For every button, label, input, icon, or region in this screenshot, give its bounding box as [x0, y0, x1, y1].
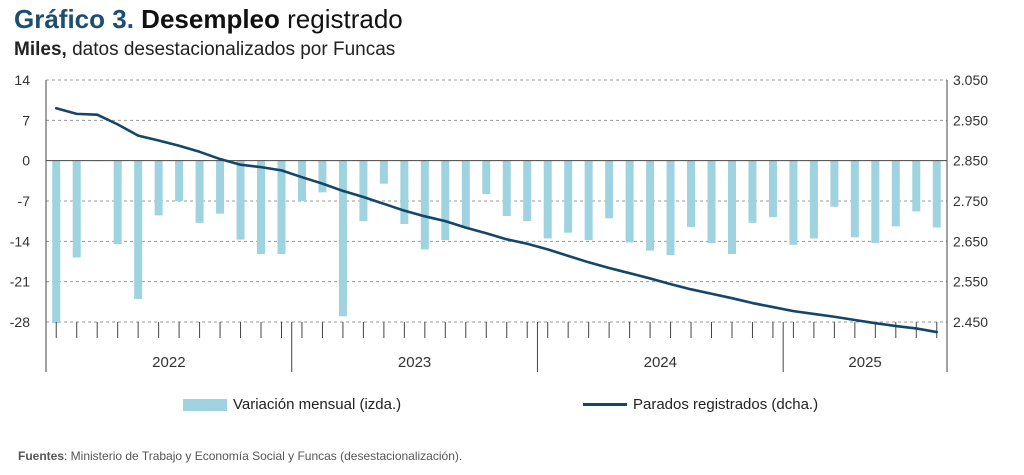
title-main: Desempleo [141, 4, 280, 34]
bar [666, 160, 675, 256]
left-tick-label: -21 [10, 274, 30, 290]
bar [297, 160, 306, 201]
line-series [54, 106, 939, 334]
bar [748, 160, 757, 223]
bar [52, 160, 61, 324]
right-tick-label: 2.950 [953, 112, 988, 128]
bar [707, 160, 716, 244]
bar [789, 160, 798, 245]
bar [195, 160, 204, 223]
subtitle-units: Miles, [14, 39, 67, 60]
right-tick-label: 2.550 [953, 274, 988, 290]
left-tick-label: -28 [10, 314, 30, 330]
series-line-parados [54, 106, 939, 334]
right-tick-label: 2.450 [953, 314, 988, 330]
legend-label-line: Parados registrados (dcha.) [633, 396, 819, 413]
bar [564, 160, 573, 233]
bar [338, 160, 347, 317]
source-note: Fuentes: Ministerio de Trabajo y Economí… [18, 449, 462, 463]
bar-series [52, 160, 941, 324]
bar [257, 160, 266, 255]
right-axis-ticks: 3.050 2.950 2.850 2.750 2.650 2.550 2.450 [953, 72, 988, 330]
subtitle-text: datos desestacionalizados por Funcas [72, 39, 396, 60]
x-axis: 2022 2023 2024 2025 [55, 322, 938, 372]
year-label: 2025 [848, 354, 881, 371]
bar [850, 160, 859, 238]
bar [523, 160, 532, 222]
legend-item-line: Parados registrados (dcha.) [583, 396, 818, 413]
bar [175, 160, 184, 201]
legend-item-bars: Variación mensual (izda.) [183, 396, 401, 413]
chart-subtitle: Miles, datos desestacionalizados por Fun… [14, 38, 395, 62]
bar [72, 160, 81, 258]
legend-label-bars: Variación mensual (izda.) [233, 396, 402, 413]
left-tick-label: 7 [22, 112, 30, 128]
bar [277, 160, 286, 255]
right-tick-label: 2.650 [953, 233, 988, 249]
left-axis-ticks: 14 7 0 -7 -14 -21 -28 [10, 72, 30, 330]
left-tick-label: -14 [10, 233, 30, 249]
bar [830, 160, 839, 207]
bar [379, 160, 388, 184]
bar [605, 160, 614, 219]
bar [646, 160, 655, 251]
bar [891, 160, 900, 227]
chart-canvas: 14 7 0 -7 -14 -21 -28 3.050 2.950 2.850 2.750 2.65… [10, 72, 988, 372]
right-tick-label: 2.750 [953, 193, 988, 209]
title-prefix: Gráfico 3. [14, 4, 134, 34]
bar [768, 160, 777, 218]
bar [625, 160, 634, 243]
bar [236, 160, 245, 240]
source-text: : Ministerio de Trabajo y Economía Socia… [64, 449, 463, 463]
bar [871, 160, 880, 244]
legend-swatch-bar [183, 398, 227, 411]
right-tick-label: 3.050 [953, 72, 988, 88]
bar [687, 160, 696, 227]
legend: Variación mensual (izda.) Parados regist… [0, 392, 1024, 416]
bar [461, 160, 470, 228]
left-tick-label: -7 [18, 193, 31, 209]
year-label: 2022 [152, 354, 185, 371]
bar [216, 160, 225, 214]
bar [359, 160, 368, 222]
bar [543, 160, 552, 239]
bar [482, 160, 491, 195]
bar [154, 160, 163, 216]
chart-axes [45, 80, 948, 372]
bar [400, 160, 409, 225]
gridlines [46, 79, 947, 323]
bar [113, 160, 122, 245]
bar [420, 160, 429, 250]
bar [441, 160, 450, 241]
bar [584, 160, 593, 241]
year-label: 2023 [398, 354, 431, 371]
title-rest: registrado [287, 4, 403, 34]
bar [727, 160, 736, 255]
bar [932, 160, 941, 228]
bar [809, 160, 818, 239]
bar [318, 160, 327, 193]
legend-swatch-line [583, 403, 627, 406]
source-label: Fuentes [18, 449, 65, 463]
year-label: 2024 [644, 354, 677, 371]
chart-title: Gráfico 3. Desempleo registrado [14, 2, 403, 36]
right-tick-label: 2.850 [953, 153, 988, 169]
left-tick-label: 14 [14, 72, 30, 88]
bar [502, 160, 511, 216]
bar [912, 160, 921, 212]
left-tick-label: 0 [22, 153, 30, 169]
bar [134, 160, 143, 299]
